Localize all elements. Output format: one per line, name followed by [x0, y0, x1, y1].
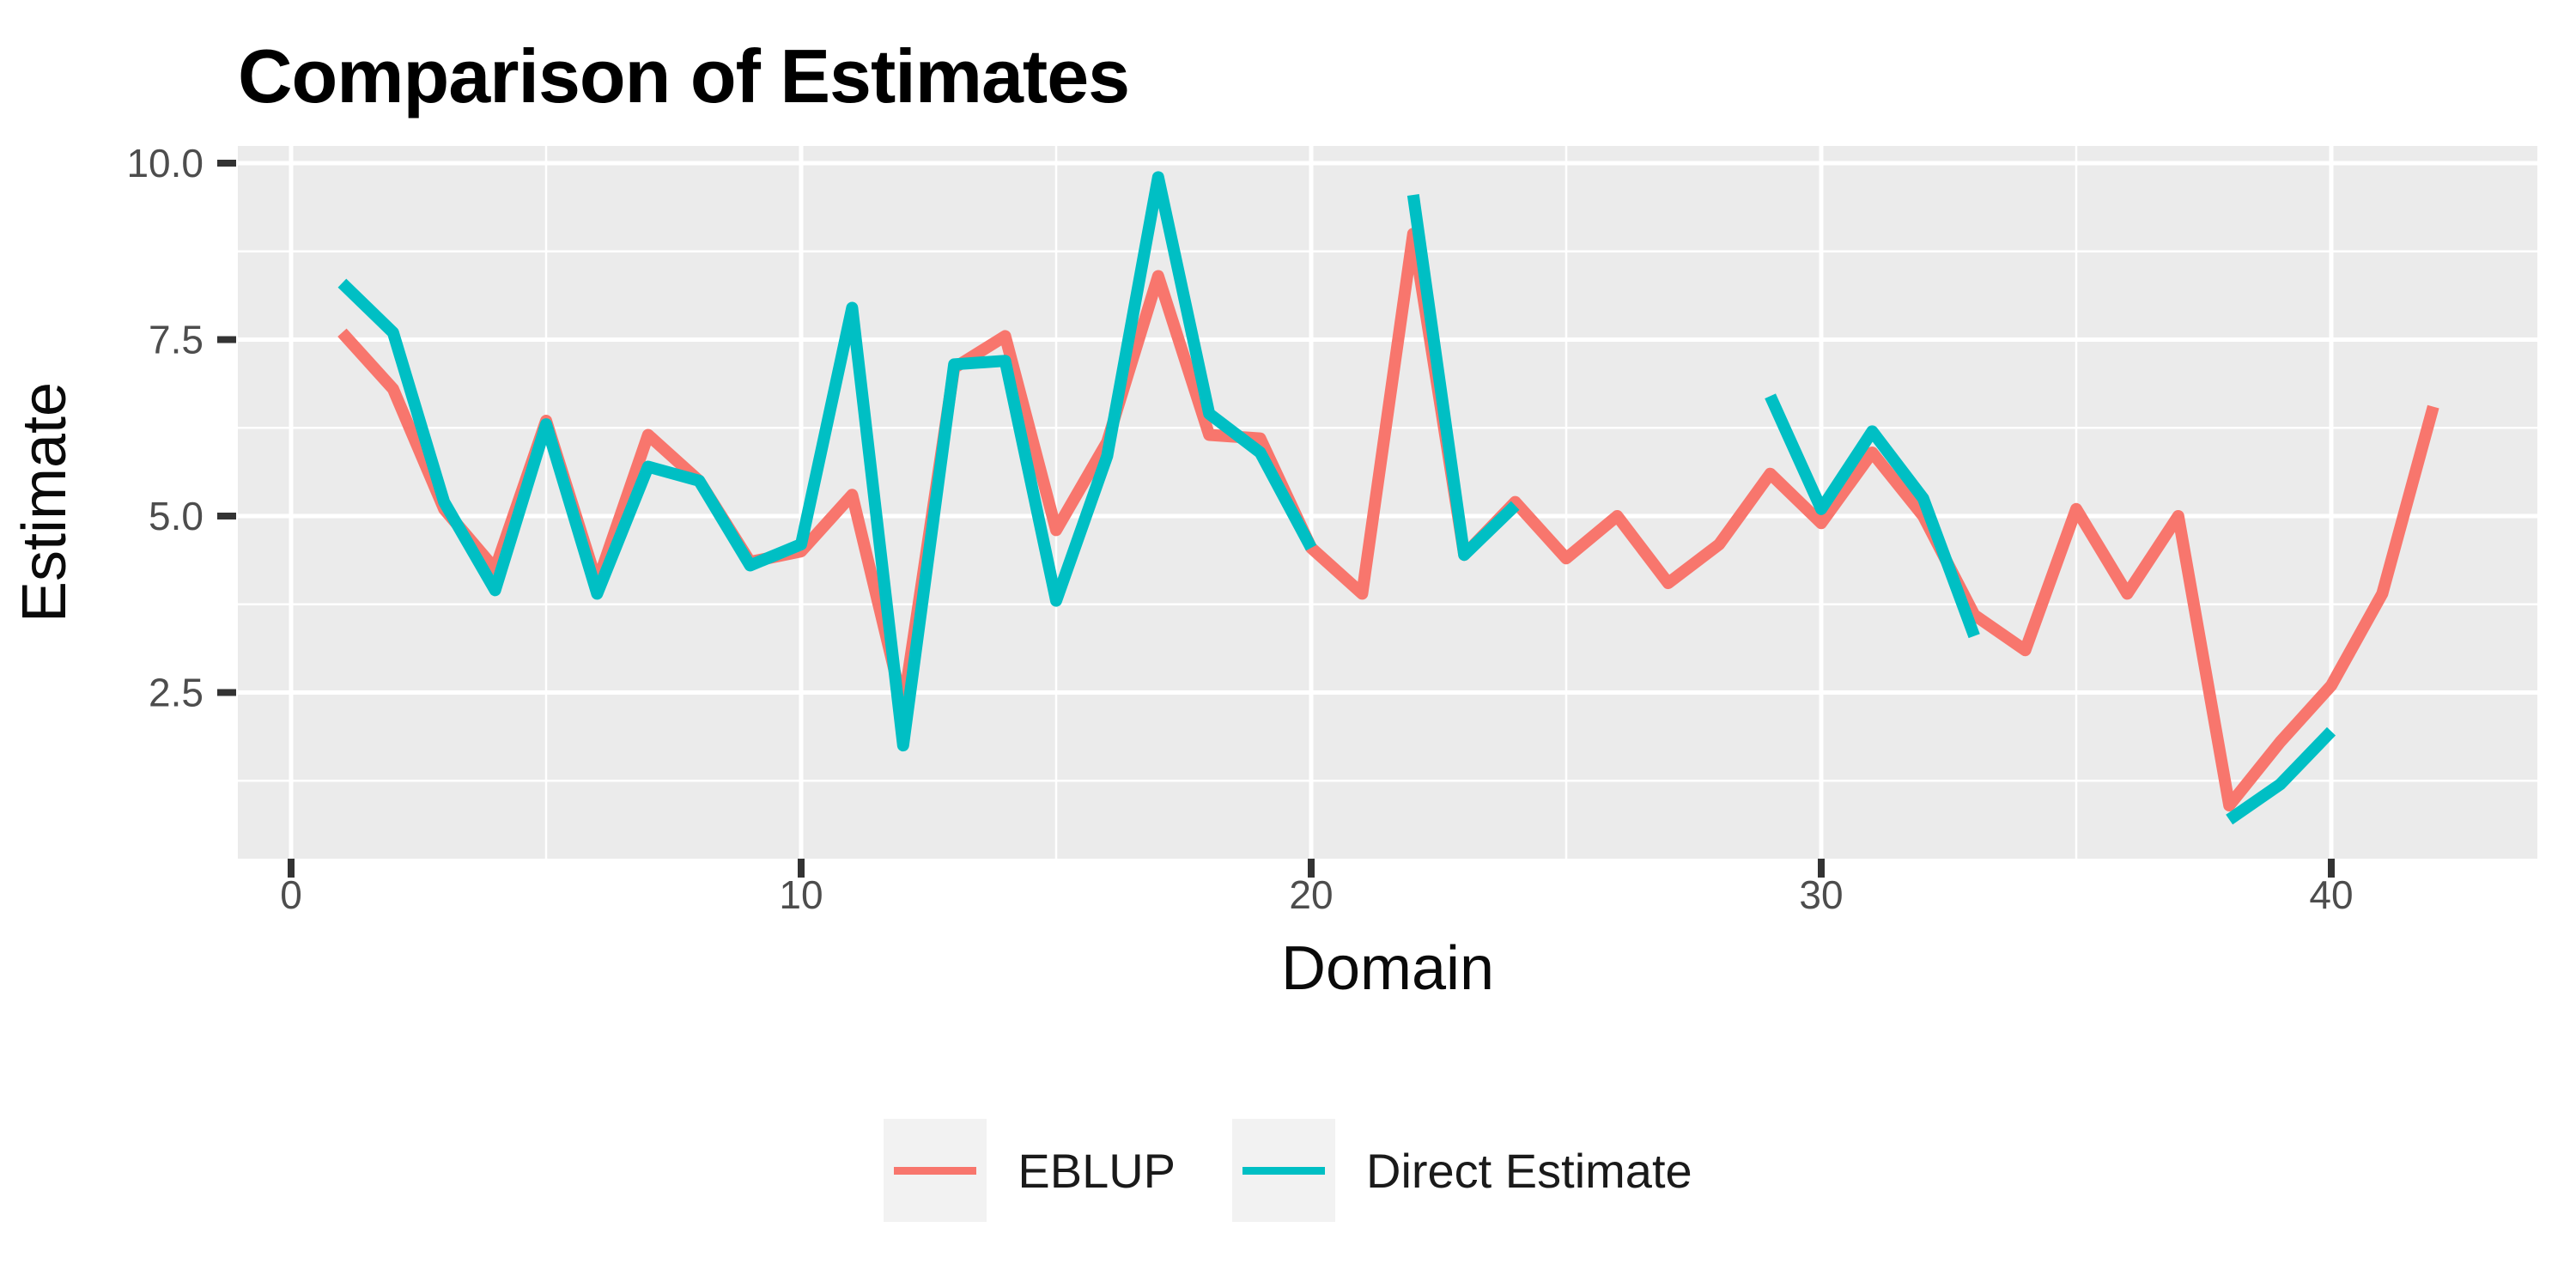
x-tick-label: 40 [2309, 872, 2353, 917]
series-line-direct-estimate [2226, 726, 2336, 825]
x-tick-label: 0 [280, 872, 302, 917]
x-axis-title: Domain [1280, 934, 1495, 1003]
chart-title: Comparison of Estimates [238, 33, 1130, 118]
data-series-lines [337, 171, 2439, 825]
y-tick-label: 10.0 [126, 141, 204, 185]
x-tick-label: 10 [779, 872, 823, 917]
plot-panel [238, 146, 2537, 859]
legend-item-direct-estimate: Direct Estimate [1232, 1119, 1692, 1222]
axis-tick-labels: 0 10 20 30 40 2.5 5.0 7.5 10.0 [126, 141, 2353, 917]
legend-item-eblup: EBLUP [884, 1119, 1176, 1222]
eblup-line-swatch-icon [894, 1166, 977, 1175]
series-line-direct-estimate [337, 171, 1317, 752]
panel-background [238, 146, 2537, 859]
x-tick-label: 30 [1799, 872, 1843, 917]
x-tick-label: 20 [1289, 872, 1333, 917]
gridlines [238, 146, 2537, 859]
series-line-direct-estimate [1765, 393, 1980, 639]
y-axis-title: Estimate [10, 381, 79, 623]
legend-key-direct-estimate [1232, 1119, 1335, 1222]
legend-key-eblup [884, 1119, 987, 1222]
y-tick-label: 7.5 [149, 318, 204, 362]
y-tick-label: 2.5 [149, 671, 204, 715]
y-tick-label: 5.0 [149, 494, 204, 538]
series-line-direct-estimate [1406, 194, 1520, 562]
legend: EBLUP Direct Estimate [0, 1119, 2576, 1222]
legend-label-direct-estimate: Direct Estimate [1366, 1143, 1692, 1198]
legend-label-eblup: EBLUP [1018, 1143, 1176, 1198]
axis-ticks [217, 160, 2335, 878]
direct-estimate-line-swatch-icon [1242, 1166, 1325, 1175]
